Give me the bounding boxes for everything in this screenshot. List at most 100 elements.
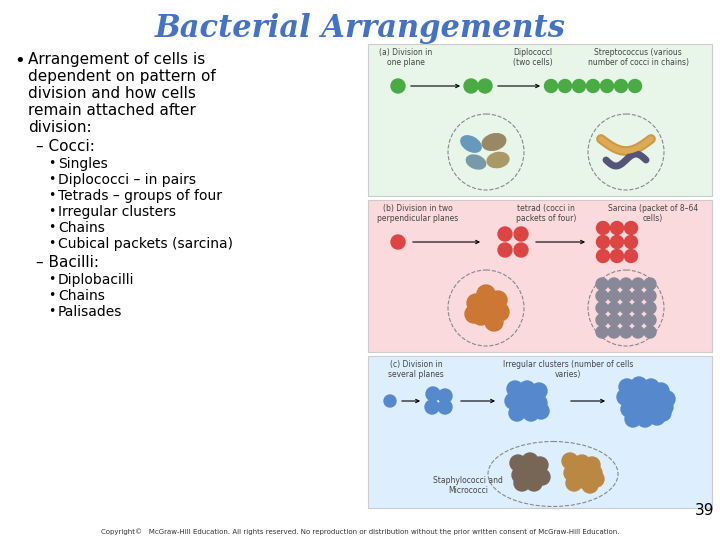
Circle shape (564, 465, 580, 481)
Circle shape (534, 469, 550, 485)
Circle shape (522, 453, 538, 469)
Circle shape (596, 221, 610, 234)
Circle shape (596, 302, 608, 314)
Circle shape (596, 314, 608, 326)
Circle shape (391, 79, 405, 93)
Text: division:: division: (28, 120, 91, 135)
Text: •: • (14, 52, 24, 70)
Circle shape (512, 467, 528, 483)
Text: Chains: Chains (58, 221, 105, 235)
Circle shape (576, 467, 592, 483)
Circle shape (611, 249, 624, 262)
Text: Diplococci – in pairs: Diplococci – in pairs (58, 173, 196, 187)
Text: Tetrads – groups of four: Tetrads – groups of four (58, 189, 222, 203)
Circle shape (586, 465, 602, 481)
Circle shape (530, 461, 546, 477)
Circle shape (645, 399, 661, 415)
Circle shape (514, 475, 530, 491)
Circle shape (620, 290, 632, 302)
Circle shape (498, 243, 512, 257)
Circle shape (620, 326, 632, 338)
Circle shape (498, 227, 512, 241)
Text: (a) Division in
one plane: (a) Division in one plane (379, 48, 433, 68)
Circle shape (531, 383, 547, 399)
Circle shape (632, 326, 644, 338)
Circle shape (509, 405, 525, 421)
Text: •: • (48, 273, 55, 286)
Text: •: • (48, 237, 55, 250)
Circle shape (627, 391, 643, 407)
Circle shape (619, 379, 635, 395)
Circle shape (566, 475, 582, 491)
Text: Singles: Singles (58, 157, 108, 171)
Circle shape (596, 326, 608, 338)
Circle shape (391, 235, 405, 249)
Circle shape (624, 249, 637, 262)
Circle shape (596, 290, 608, 302)
Circle shape (655, 405, 671, 421)
Circle shape (632, 290, 644, 302)
Text: 39: 39 (695, 503, 714, 518)
Text: Irregular clusters: Irregular clusters (58, 205, 176, 219)
Circle shape (608, 302, 620, 314)
Text: •: • (48, 173, 55, 186)
Text: Bacterial Arrangements: Bacterial Arrangements (155, 12, 565, 44)
Text: •: • (48, 189, 55, 202)
Circle shape (608, 278, 620, 290)
Circle shape (624, 221, 637, 234)
Circle shape (653, 383, 669, 399)
Circle shape (578, 473, 594, 489)
Circle shape (639, 389, 655, 405)
Circle shape (644, 326, 656, 338)
Text: Chains: Chains (58, 289, 105, 303)
Circle shape (644, 278, 656, 290)
Circle shape (643, 379, 659, 395)
Circle shape (477, 285, 495, 303)
Circle shape (600, 79, 613, 92)
Circle shape (487, 297, 505, 315)
Circle shape (644, 290, 656, 302)
Circle shape (572, 79, 585, 92)
Text: •: • (48, 157, 55, 170)
Text: (b) Division in two
perpendicular planes: (b) Division in two perpendicular planes (377, 204, 459, 224)
Circle shape (620, 302, 632, 314)
Text: Streptococcus (various
number of cocci in chains): Streptococcus (various number of cocci i… (588, 48, 688, 68)
Circle shape (544, 79, 557, 92)
Circle shape (632, 314, 644, 326)
Circle shape (596, 278, 608, 290)
Circle shape (644, 302, 656, 314)
Circle shape (510, 455, 526, 471)
Circle shape (472, 307, 490, 325)
Text: Palisades: Palisades (58, 305, 122, 319)
Circle shape (464, 79, 478, 93)
Circle shape (559, 79, 572, 92)
Circle shape (631, 377, 647, 393)
Circle shape (514, 227, 528, 241)
Circle shape (438, 389, 452, 403)
Circle shape (633, 401, 649, 417)
Circle shape (596, 249, 610, 262)
Circle shape (632, 278, 644, 290)
Circle shape (644, 314, 656, 326)
Circle shape (649, 409, 665, 425)
Text: division and how cells: division and how cells (28, 86, 196, 101)
Circle shape (621, 401, 637, 417)
Circle shape (520, 463, 536, 479)
Circle shape (611, 221, 624, 234)
Circle shape (624, 235, 637, 248)
Circle shape (526, 475, 542, 491)
Text: •: • (48, 289, 55, 302)
Circle shape (649, 391, 665, 407)
Ellipse shape (482, 134, 505, 150)
Circle shape (485, 313, 503, 331)
Circle shape (608, 326, 620, 338)
Circle shape (519, 381, 535, 397)
Text: Sarcina (packet of 8–64
cells): Sarcina (packet of 8–64 cells) (608, 204, 698, 224)
Ellipse shape (467, 155, 486, 169)
Circle shape (562, 453, 578, 469)
FancyBboxPatch shape (368, 356, 712, 508)
Circle shape (632, 302, 644, 314)
Circle shape (608, 290, 620, 302)
Circle shape (572, 461, 588, 477)
Circle shape (617, 389, 633, 405)
